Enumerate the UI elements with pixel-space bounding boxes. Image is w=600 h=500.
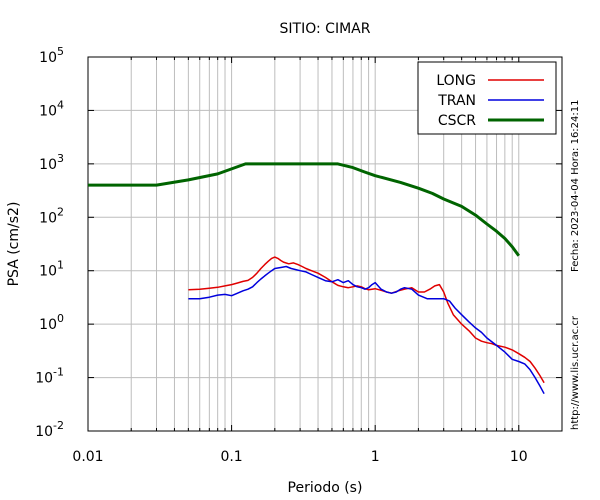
y-tick-exponent: 4 — [57, 98, 64, 111]
grid — [87, 56, 563, 432]
y-tick-label: 105 — [39, 45, 64, 66]
y-tick-exponent: 1 — [57, 259, 64, 272]
series-line-tran — [188, 265, 545, 395]
y-tick-label: 10-1 — [35, 366, 64, 387]
y-tick-exponent: 3 — [57, 152, 64, 165]
x-tick-label: 0.01 — [72, 449, 103, 465]
legend-box — [417, 61, 557, 135]
plot-frame — [87, 56, 563, 432]
y-axis-label: PSA (cm/s2) — [6, 202, 22, 287]
x-tick-label: 0.1 — [220, 449, 242, 465]
chart-title: SITIO: CIMAR — [280, 21, 371, 37]
timestamp-text: Fecha: 2023-04-04 Hora: 16:24:11 — [570, 99, 581, 273]
x-axis-label: Periodo (s) — [288, 480, 363, 496]
y-tick-label: 10-2 — [35, 419, 64, 440]
legend: LONG TRAN CSCR — [417, 61, 557, 135]
y-tick-label: 100 — [39, 312, 64, 333]
y-tick-exponent: -1 — [53, 366, 64, 379]
y-tick-label: 101 — [39, 259, 64, 280]
series-line-cscr — [88, 162, 521, 257]
source-url-text: http://www.lis.ucr.ac.cr — [570, 316, 581, 430]
y-tick-exponent: -2 — [53, 419, 64, 432]
y-tick-label: 103 — [39, 152, 64, 173]
y-tick-label: 102 — [39, 205, 64, 226]
y-tick-exponent: 5 — [57, 45, 64, 58]
x-tick-label: 10 — [510, 449, 528, 465]
legend-entries: LONG TRAN CSCR — [436, 73, 544, 129]
legend-label: TRAN — [437, 93, 476, 109]
y-tick-label: 104 — [39, 98, 64, 119]
legend-label: LONG — [436, 73, 476, 89]
legend-label: CSCR — [438, 113, 476, 129]
x-axis-ticks: 0.01 0.1 1 10 — [72, 57, 563, 465]
x-tick-label: 1 — [371, 449, 380, 465]
series-line-long — [188, 256, 545, 384]
y-tick-exponent: 2 — [57, 205, 64, 218]
series-lines — [88, 162, 545, 395]
y-tick-exponent: 0 — [57, 312, 64, 325]
